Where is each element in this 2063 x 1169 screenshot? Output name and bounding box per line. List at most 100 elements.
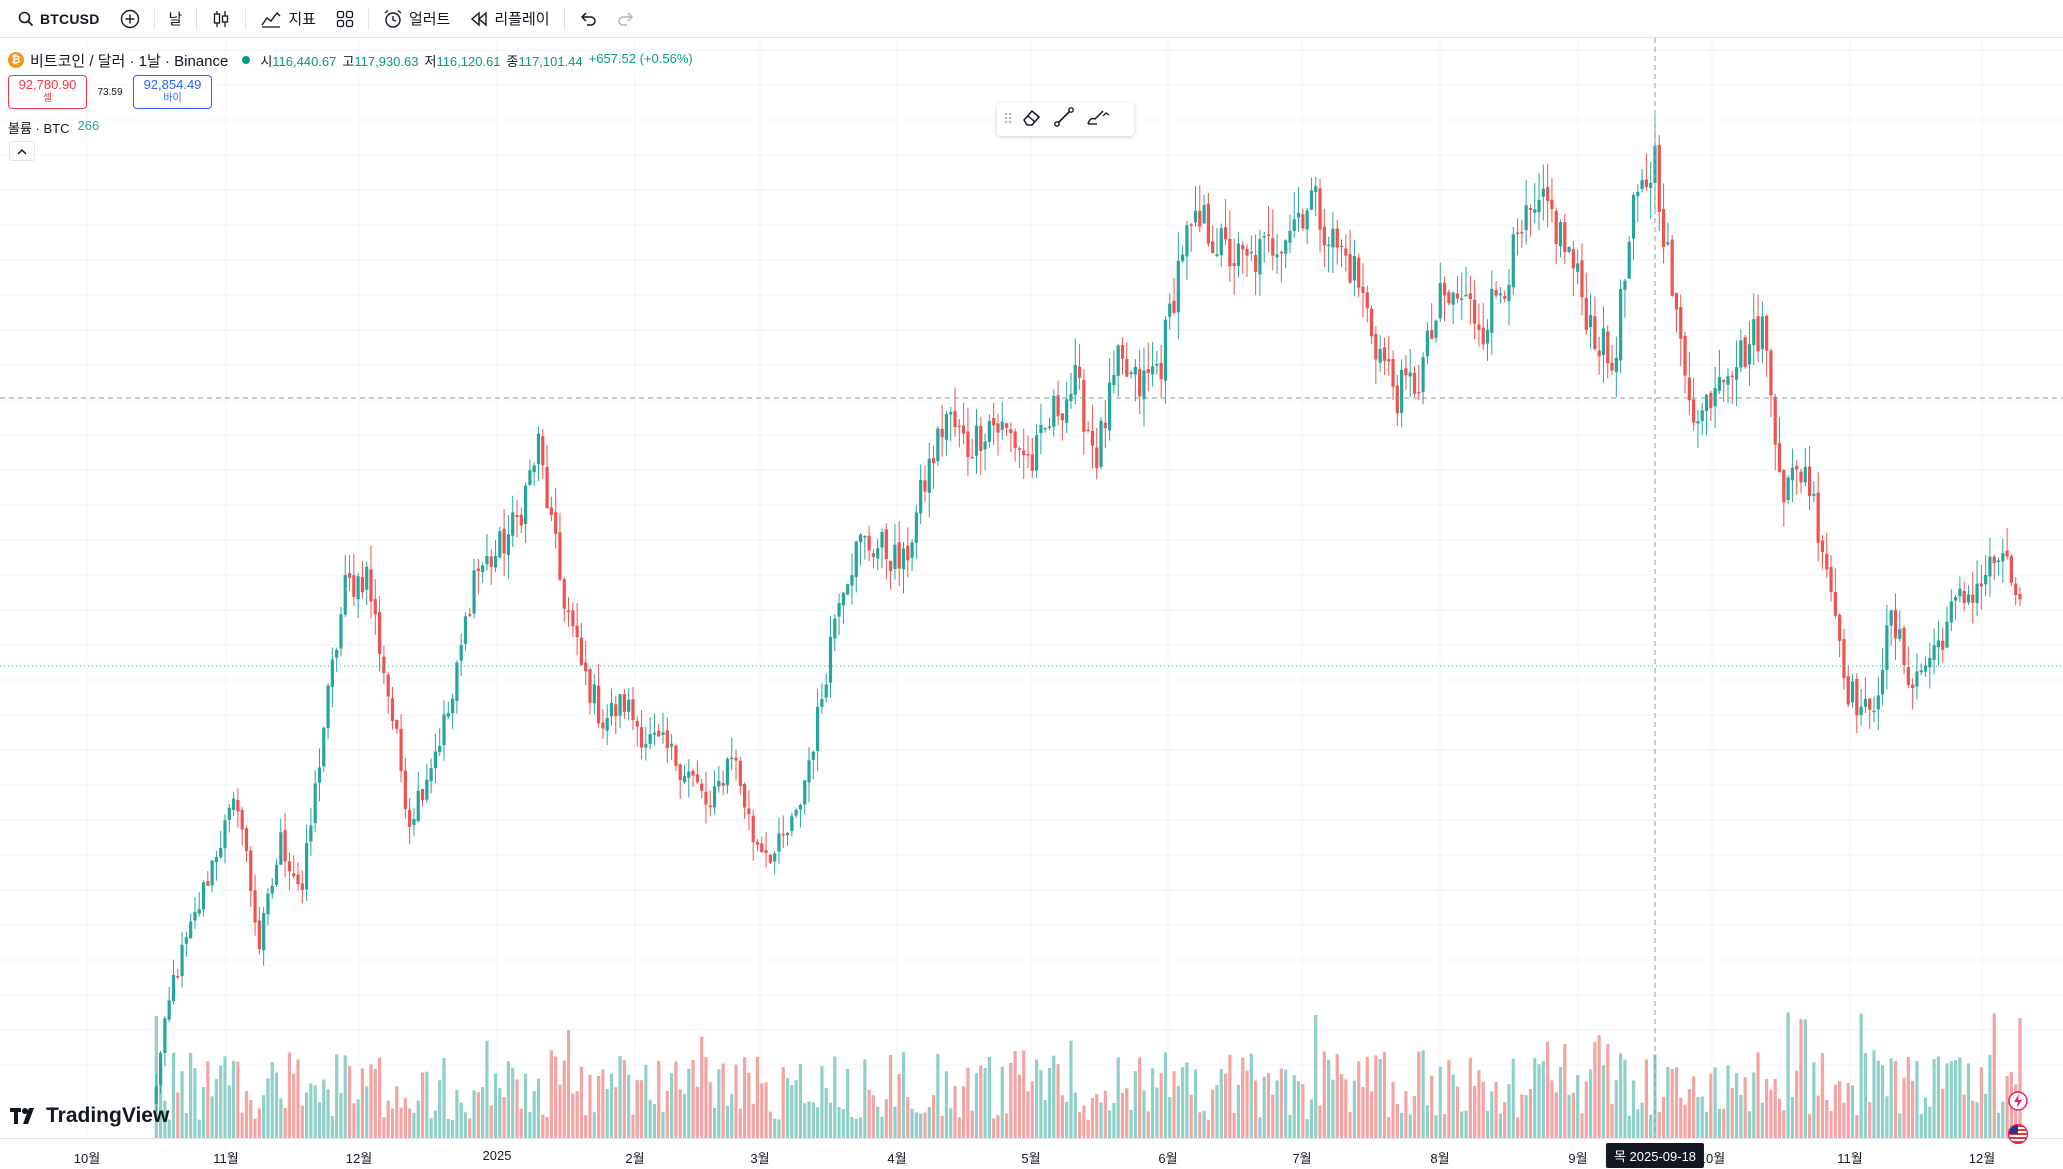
volume-bar (468, 1118, 472, 1138)
candle-body (1601, 328, 1606, 356)
time-axis[interactable]: 10월 11월 12월 2025 2월 3월 4월 5월 6월 7월 8월 9월 10월 11월 12월 목 … (0, 1138, 2063, 1169)
candle-body (300, 883, 304, 891)
alert-button[interactable]: 얼러트 (373, 0, 460, 38)
volume-bar (365, 1086, 369, 1138)
volume-bar (1597, 1035, 1601, 1138)
volume-bar (1769, 1089, 1773, 1138)
interval-button[interactable]: 날 (159, 0, 193, 38)
volume-bar (1365, 1056, 1369, 1138)
spread-value: 73.59 (97, 86, 123, 98)
volume-bar (1571, 1092, 1575, 1138)
candle-body (1004, 423, 1009, 428)
candle-body (1318, 188, 1322, 230)
indicators-button[interactable]: 지표 (250, 0, 326, 38)
volume-bar (296, 1059, 300, 1138)
candle-body (1709, 392, 1713, 409)
sell-button[interactable]: 92,780.90 셀 (8, 75, 87, 109)
chart-type-button[interactable] (201, 0, 241, 38)
volume-bar (1129, 1109, 1133, 1138)
collapse-legend-button[interactable] (9, 141, 35, 161)
volume-bar (743, 1057, 747, 1138)
layouts-button[interactable] (326, 0, 364, 38)
replay-button[interactable]: 리플레이 (460, 0, 559, 38)
chart-canvas[interactable] (0, 38, 2063, 1138)
volume-bar (1588, 1069, 1593, 1138)
volume-bar (1670, 1068, 1674, 1138)
candle-body (906, 545, 910, 561)
volume-bar (751, 1103, 755, 1138)
candle-body (1262, 235, 1266, 238)
candle-body (1060, 413, 1064, 421)
volume-legend[interactable]: 볼륨 · BTC 266 (8, 118, 99, 137)
compare-button[interactable] (110, 0, 150, 38)
candle-body (1327, 244, 1331, 247)
candle-body (1352, 256, 1356, 281)
candle-body (1168, 303, 1172, 317)
close-value: 117,101.44 (518, 53, 583, 69)
candle-body (519, 514, 523, 526)
volume-bar (1241, 1057, 1245, 1138)
volume-bar (463, 1112, 468, 1138)
candle-body (1640, 180, 1644, 189)
candle-body (876, 548, 880, 559)
candle-body (1357, 257, 1361, 288)
volume-bar (1271, 1094, 1275, 1138)
candle-body (1215, 254, 1219, 257)
candle-body (1722, 379, 1726, 383)
candle-body (1382, 347, 1387, 361)
candle-body (390, 698, 395, 721)
volume-bar (1567, 1094, 1571, 1138)
series-title[interactable]: 비트코인 / 달러 · 1날 · Binance (30, 52, 229, 70)
volume-bar (528, 1111, 532, 1138)
candle-body (743, 783, 747, 808)
candle-body (837, 603, 841, 617)
price-chart[interactable] (0, 38, 2063, 1138)
symbol-search[interactable]: BTCUSD (8, 0, 110, 38)
volume-bar (1228, 1054, 1232, 1138)
volume-bar (1052, 1055, 1056, 1138)
brush-icon[interactable] (1085, 107, 1111, 132)
candle-body (515, 515, 519, 518)
candle-body (373, 599, 377, 615)
volume-bar (1825, 1099, 1829, 1138)
volume-bar (210, 1096, 214, 1138)
buy-button[interactable]: 92,854.49 바이 (133, 75, 212, 109)
top-toolbar: BTCUSD 날 지표 (0, 0, 2063, 38)
candle-body (468, 614, 472, 616)
candle-body (790, 816, 794, 832)
candle-body (824, 684, 828, 698)
lightning-icon[interactable] (2007, 1090, 2029, 1117)
volume-bar (798, 1063, 803, 1138)
trend-line-icon[interactable] (1053, 107, 1075, 132)
tradingview-logo[interactable]: TradingView (10, 1104, 169, 1128)
candle-body (1906, 666, 1910, 685)
candle-body (1322, 226, 1326, 246)
volume-bar (446, 1119, 450, 1138)
candle-body (996, 423, 1000, 433)
volume-bar (176, 1092, 180, 1138)
us-flag-icon[interactable] (2007, 1123, 2029, 1150)
volume-bar (811, 1102, 815, 1138)
undo-button[interactable] (569, 0, 607, 38)
candle-body (652, 732, 657, 735)
candle-body (1391, 359, 1395, 387)
candle-body (1288, 230, 1292, 243)
volume-bar (1133, 1071, 1137, 1138)
volume-bar (768, 1111, 772, 1138)
volume-bar (1335, 1054, 1339, 1138)
volume-bar (1558, 1066, 1563, 1138)
volume-bar (1258, 1117, 1262, 1138)
time-tick: 9월 (1568, 1151, 1588, 1166)
candle-body (1683, 335, 1687, 376)
volume-bar (893, 1106, 897, 1138)
candle-body (1838, 614, 1842, 641)
volume-bar (704, 1057, 708, 1138)
drag-handle-icon[interactable]: ⠿ (1003, 111, 1013, 127)
redo-button[interactable] (607, 0, 645, 38)
candle-body (579, 637, 584, 665)
volume-bar (1434, 1115, 1438, 1138)
open-value: 116,440.67 (272, 53, 337, 69)
eraser-icon[interactable] (1021, 107, 1043, 132)
volume-bar (1958, 1057, 1962, 1138)
candle-body (1803, 466, 1807, 483)
